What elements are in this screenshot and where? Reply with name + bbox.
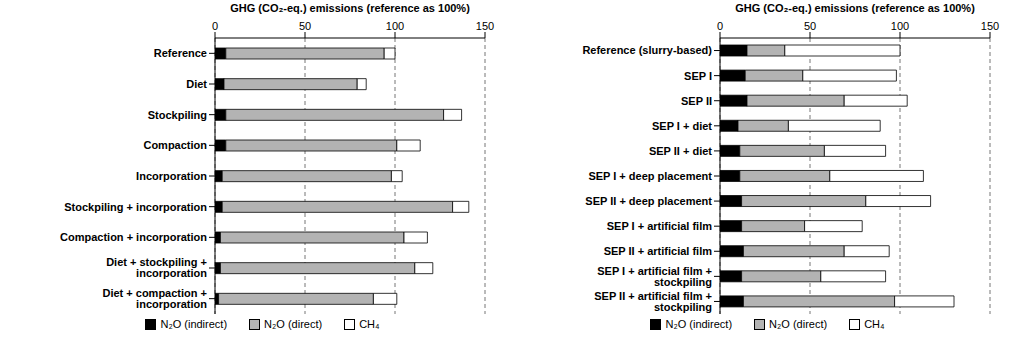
svg-text:150: 150 <box>981 20 999 32</box>
svg-text:SEP I: SEP I <box>684 70 712 82</box>
svg-text:150: 150 <box>476 20 494 32</box>
html-text:N₂O (indirect): N₂O (indirect) <box>665 318 733 330</box>
svg-text:50: 50 <box>804 20 816 32</box>
svg-text:SEP II + artificial film: SEP II + artificial film <box>604 245 713 257</box>
svg-text:0: 0 <box>212 20 218 32</box>
svg-text:SEP I + artificial film +stock: SEP I + artificial film +stockpiling <box>597 265 712 288</box>
svg-text:50: 50 <box>299 20 311 32</box>
html-text:N₂O (direct): N₂O (direct) <box>769 318 828 330</box>
svg-text:Reference: Reference <box>154 47 207 59</box>
svg-text:SEP I + diet: SEP I + diet <box>652 120 712 132</box>
svg-text:Incorporation: Incorporation <box>136 170 207 182</box>
html-text:CH₄: CH₄ <box>864 318 885 330</box>
svg-text:Diet + compaction +incorporati: Diet + compaction +incorporation <box>102 287 207 310</box>
html-text:GHG (CO₂-eq.) emissions (refer: GHG (CO₂-eq.) emissions (reference as 10… <box>230 2 470 14</box>
svg-text:Compaction: Compaction <box>143 139 207 151</box>
svg-text:SEP II + deep placement: SEP II + deep placement <box>585 195 712 207</box>
svg-text:Diet + stockpiling +incorporat: Diet + stockpiling +incorporation <box>106 256 207 279</box>
svg-text:SEP I + artificial film: SEP I + artificial film <box>607 220 712 232</box>
html-text:GHG (CO₂-eq.) emissions (refer: GHG (CO₂-eq.) emissions (reference as 10… <box>735 2 975 14</box>
svg-text:Compaction + incorporation: Compaction + incorporation <box>60 231 207 243</box>
svg-text:SEP I + deep placement: SEP I + deep placement <box>588 170 712 182</box>
html-text:N₂O (indirect): N₂O (indirect) <box>160 318 228 330</box>
html-text:CH₄: CH₄ <box>359 318 380 330</box>
svg-text:Diet: Diet <box>186 78 207 90</box>
svg-text:Stockpiling + incorporation: Stockpiling + incorporation <box>64 201 207 213</box>
svg-text:0: 0 <box>717 20 723 32</box>
svg-text:Reference (slurry-based): Reference (slurry-based) <box>582 44 712 56</box>
svg-text:100: 100 <box>386 20 404 32</box>
svg-text:Stockpiling: Stockpiling <box>148 109 207 121</box>
html-text:N₂O (direct): N₂O (direct) <box>264 318 323 330</box>
svg-text:SEP II: SEP II <box>681 95 712 107</box>
svg-text:SEP II + artificial film +stoc: SEP II + artificial film +stockpiling <box>594 290 712 313</box>
svg-text:SEP II + diet: SEP II + diet <box>649 145 712 157</box>
svg-text:100: 100 <box>891 20 909 32</box>
